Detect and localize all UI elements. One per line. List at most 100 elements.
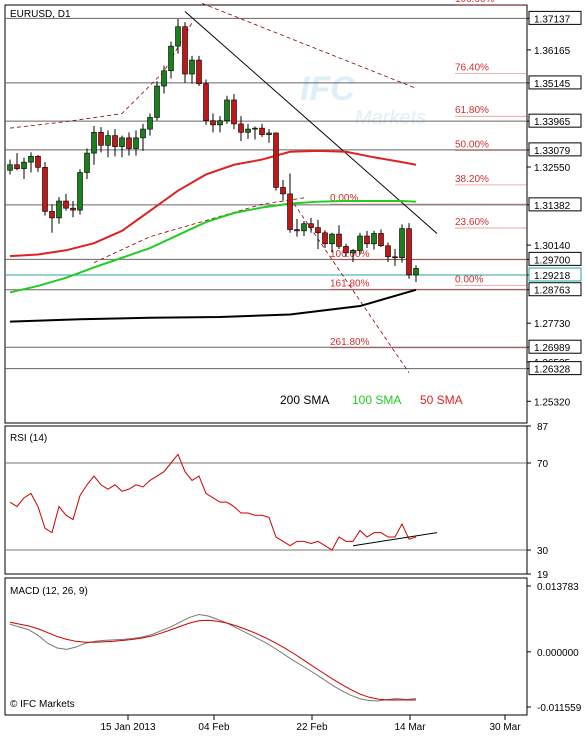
- candle-bearish: [63, 200, 69, 209]
- candle-bullish: [133, 137, 139, 149]
- macd-panel-frame: [4, 577, 528, 716]
- trend-line: [184, 11, 438, 234]
- price-axis-label: 1.32550: [534, 163, 571, 174]
- legend-200-sma: 200 SMA: [280, 393, 329, 407]
- candle-bearish: [210, 120, 216, 126]
- candle-bullish: [7, 164, 13, 171]
- price-level-tag: [528, 142, 582, 157]
- candle-bullish: [119, 137, 125, 147]
- rsi-line: [9, 453, 417, 551]
- x-axis-label: 04 Feb: [198, 722, 230, 733]
- price-level-tag: [528, 282, 582, 297]
- price-panel-frame: [4, 4, 528, 424]
- copyright-label: © IFC Markets: [10, 699, 75, 710]
- fib-level-label: 23.60%: [455, 217, 489, 228]
- sma-50-line: [9, 149, 417, 258]
- macd-line: [9, 614, 417, 702]
- bollinger-lower-line: [93, 197, 305, 263]
- candle-bullish: [154, 85, 160, 118]
- price-axis-label: 1.26989: [534, 343, 571, 354]
- candle-bullish: [301, 223, 307, 232]
- macd-axis-label: 0.000000: [537, 648, 579, 659]
- candle-bearish: [308, 223, 314, 228]
- candle-bullish: [399, 228, 405, 259]
- candle-bearish: [259, 127, 265, 135]
- legend-100-sma: 100 SMA: [352, 393, 401, 407]
- macd-signal-line: [9, 619, 416, 701]
- candle-bullish: [413, 268, 419, 276]
- candle-bullish: [189, 59, 195, 75]
- candle-bearish: [203, 83, 209, 121]
- candle-bearish: [182, 26, 188, 75]
- rsi-axis-label: 30: [537, 546, 549, 557]
- price-level-tag: [528, 361, 582, 376]
- candle-bearish: [14, 164, 20, 169]
- fib-level-label: 161.80%: [330, 278, 370, 289]
- candle-bearish: [378, 233, 384, 247]
- candle-bearish: [126, 137, 132, 149]
- candle-bearish: [343, 246, 349, 254]
- candle-bearish: [364, 235, 370, 245]
- price-level-tag: [528, 113, 582, 128]
- candle-bearish: [322, 232, 328, 245]
- x-axis-label: 14 Mar: [394, 722, 426, 733]
- fib-level-label: 38.20%: [455, 174, 489, 185]
- fib-level-label: 50.00%: [455, 140, 489, 151]
- rsi-axis-label: 19: [537, 570, 549, 581]
- sma-100-line: [9, 200, 417, 294]
- candle-bullish: [350, 249, 356, 254]
- candle-bullish: [224, 99, 230, 121]
- channel-upper-line: [201, 3, 417, 89]
- candle-bullish: [84, 152, 90, 173]
- price-level-tag: [528, 197, 582, 212]
- candle-bullish: [91, 132, 97, 154]
- candle-bearish: [315, 227, 321, 234]
- candle-bullish: [168, 45, 174, 72]
- candle-bullish: [357, 235, 363, 251]
- fib-level-label: 100.00%: [455, 0, 495, 5]
- candle-bearish: [42, 167, 48, 212]
- candle-bullish: [28, 156, 34, 163]
- candle-bearish: [49, 211, 55, 219]
- price-axis-label: 1.25320: [534, 397, 571, 408]
- candle-bearish: [70, 207, 76, 211]
- candle-bullish: [266, 132, 272, 135]
- candle-bearish: [406, 228, 412, 276]
- fib-level-label: 261.80%: [330, 337, 370, 348]
- price-axis-label: 1.28763: [534, 286, 571, 297]
- candle-bearish: [35, 156, 41, 168]
- candle-bearish: [238, 123, 244, 133]
- price-axis-label: 1.29700: [534, 255, 571, 266]
- sma-200-line: [9, 288, 417, 323]
- price-axis-label: 1.35145: [534, 79, 571, 90]
- candle-bullish: [161, 70, 167, 87]
- candle-bearish: [294, 229, 300, 232]
- price-level-tag: [528, 251, 582, 266]
- fib-level-label: 61.80%: [455, 105, 489, 116]
- price-axis-label: 1.26328: [534, 365, 571, 376]
- legend-50-sma: 50 SMA: [420, 393, 463, 407]
- x-axis-label: 15 Jan 2013: [100, 722, 155, 733]
- candle-bullish: [105, 135, 111, 146]
- candle-bearish: [98, 132, 104, 146]
- price-axis-label: 1.33079: [534, 146, 571, 157]
- watermark-brand-top: IFC: [300, 70, 355, 108]
- rsi-trendline: [352, 532, 438, 547]
- chart-symbol-label: EURUSD, D1: [10, 9, 71, 20]
- rsi-axis-label: 70: [537, 459, 549, 470]
- candle-bullish: [329, 233, 335, 245]
- price-axis-label: 1.36165: [534, 46, 571, 57]
- current-price-tag: [528, 267, 582, 282]
- rsi-axis-label: 87: [537, 422, 549, 433]
- candle-bearish: [196, 59, 202, 85]
- candle-bearish: [392, 256, 398, 259]
- candle-bullish: [371, 233, 377, 245]
- macd-axis-label: -0.011559: [537, 703, 582, 714]
- price-axis-label: 1.31382: [534, 201, 571, 212]
- price-axis-label: 1.29218: [534, 271, 571, 282]
- candle-bullish: [252, 127, 258, 130]
- candle-bullish: [21, 161, 27, 169]
- candle-bearish: [231, 99, 237, 125]
